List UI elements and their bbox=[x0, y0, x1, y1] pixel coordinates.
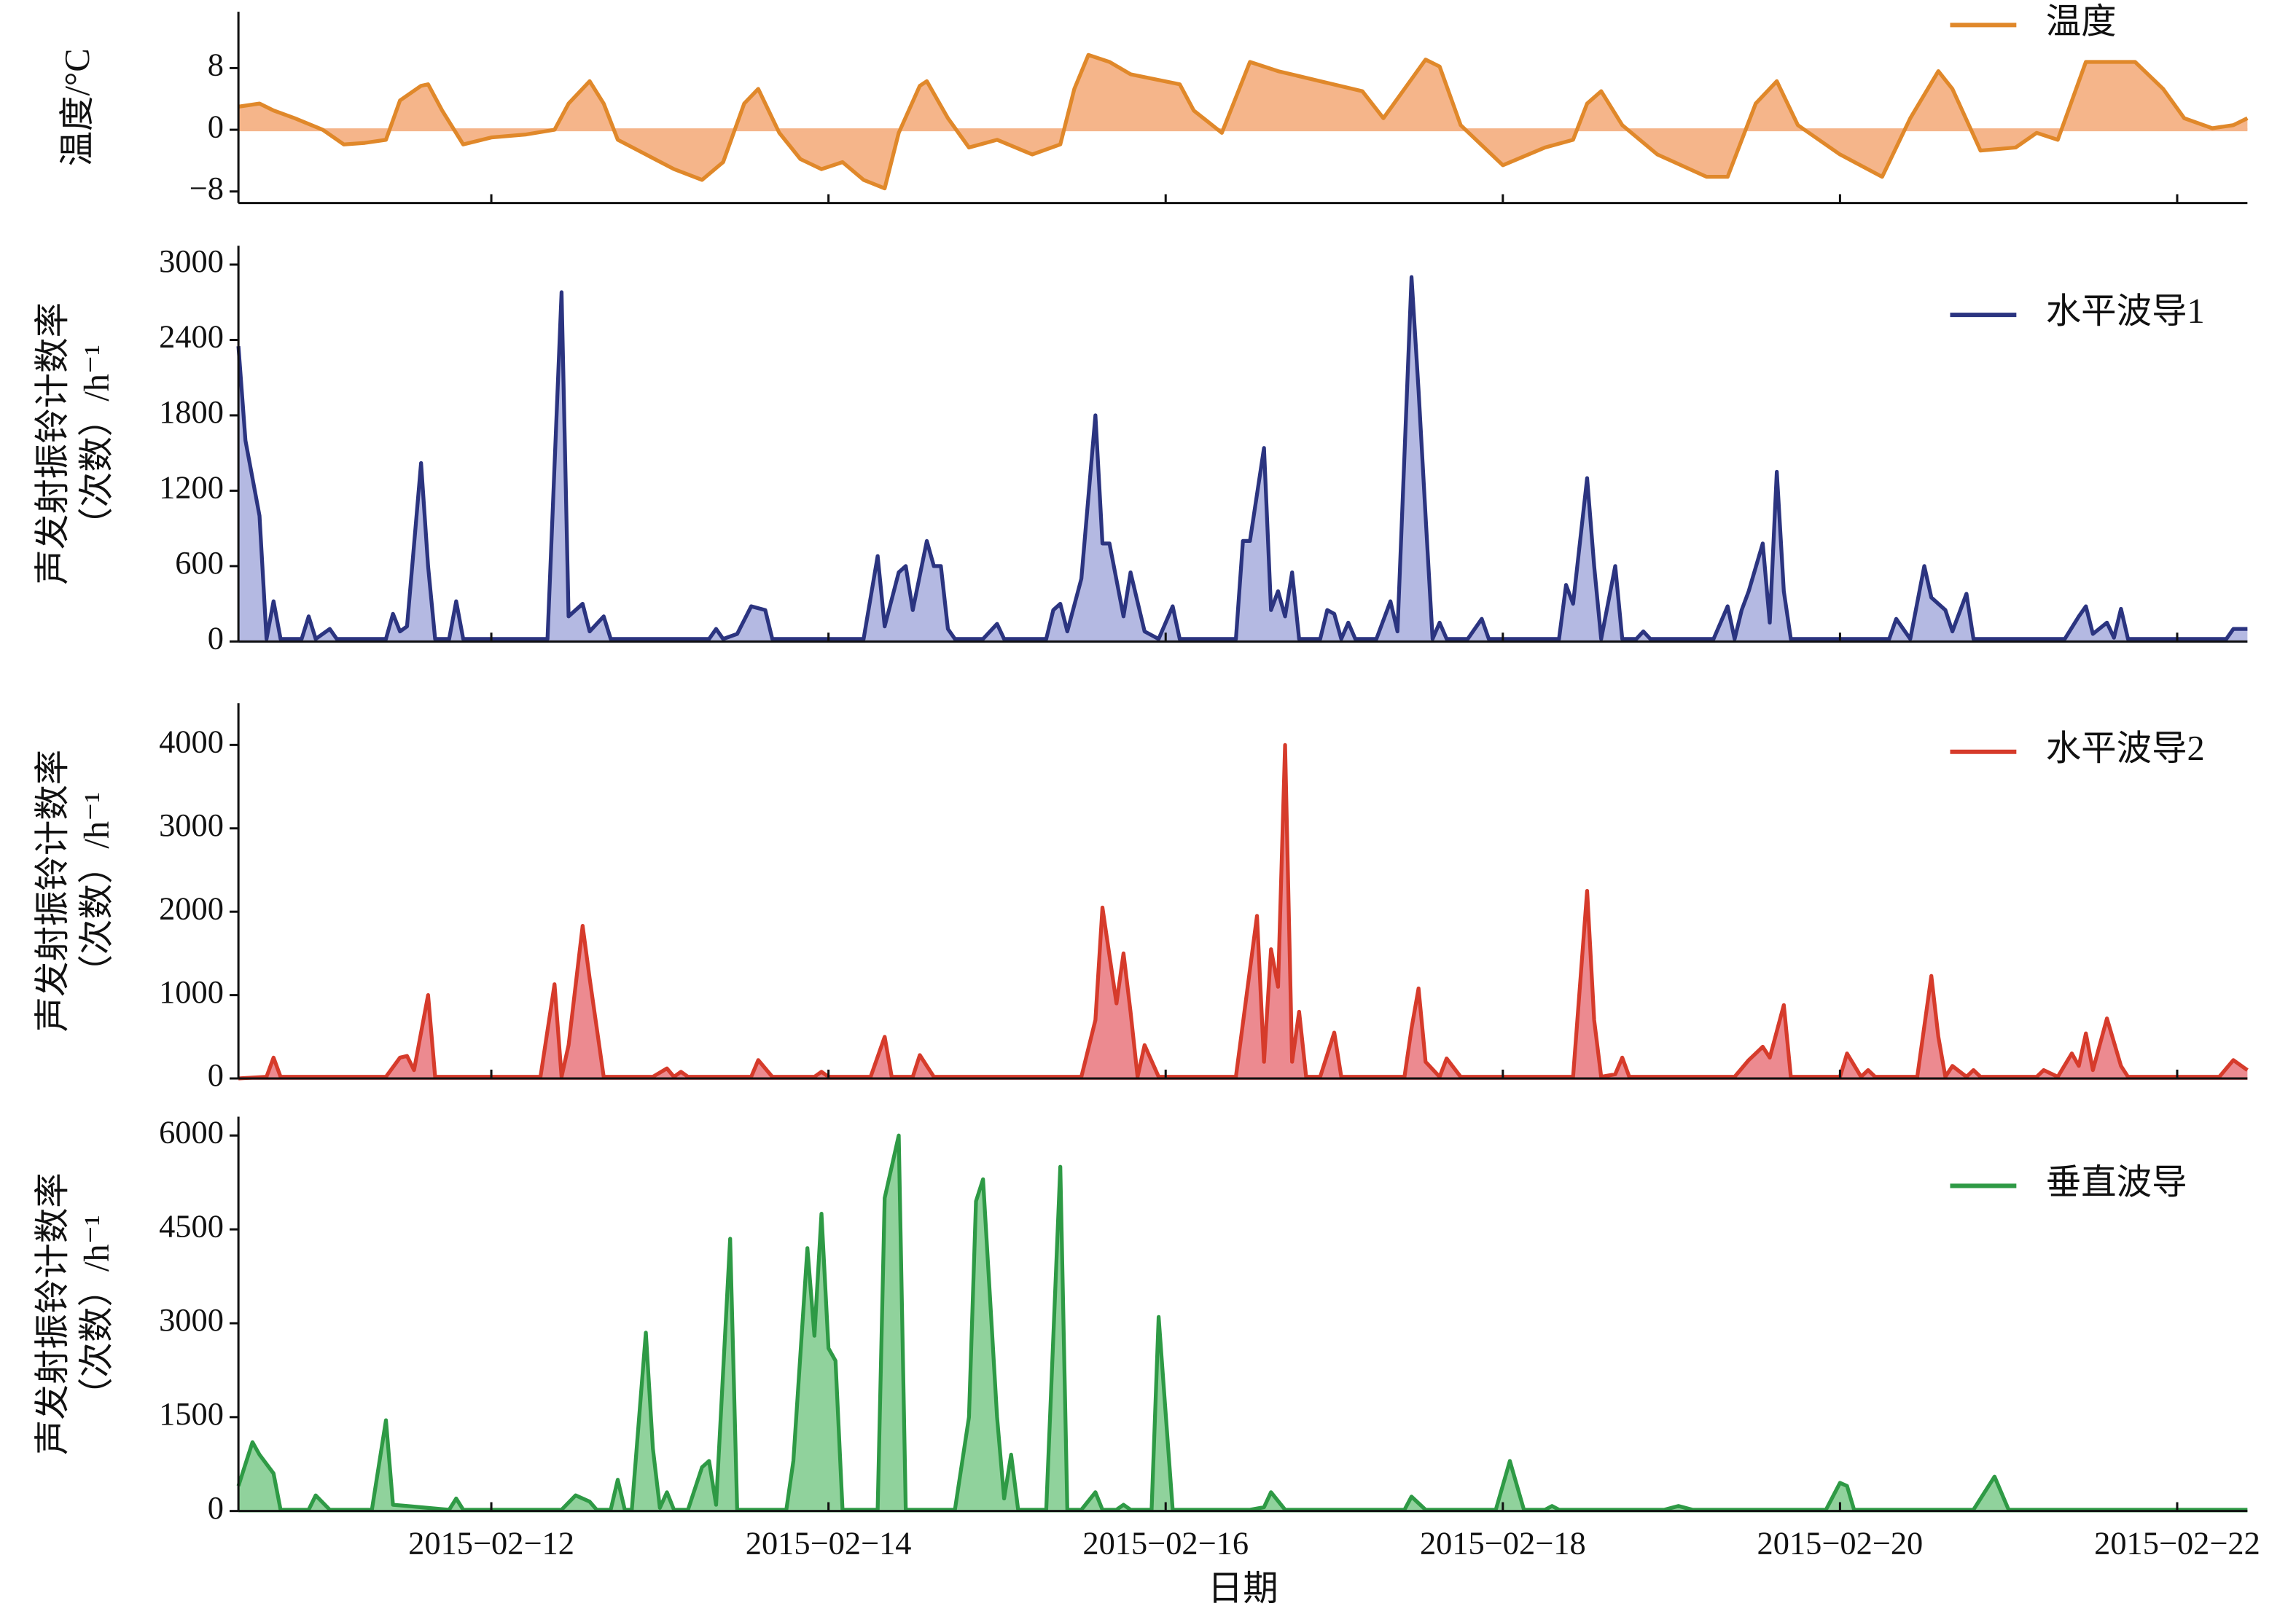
area-fill bbox=[238, 1135, 2248, 1511]
legend-label: 水平波导1 bbox=[2046, 292, 2205, 331]
y-tick-label: 3000 bbox=[159, 243, 224, 279]
y-tick-label: 2000 bbox=[159, 890, 224, 926]
y-tick-label: 600 bbox=[175, 544, 224, 581]
y-axis-label: （次数）/h⁻¹ bbox=[77, 345, 116, 543]
y-tick-label: 1200 bbox=[159, 469, 224, 506]
x-tick-label: 2015−02−22 bbox=[2094, 1524, 2260, 1561]
series-line bbox=[236, 1133, 2248, 1512]
x-tick-label: 2015−02−20 bbox=[1757, 1524, 1924, 1561]
y-tick-label: 0 bbox=[208, 620, 224, 657]
y-tick-label: 0 bbox=[208, 108, 224, 144]
y-tick-label: 6000 bbox=[159, 1113, 224, 1150]
y-tick-label: 2400 bbox=[159, 318, 224, 355]
y-axis-label: 声发射振铃计数率 bbox=[34, 750, 72, 1033]
legend-label: 垂直波导 bbox=[2046, 1164, 2187, 1202]
x-tick-label: 2015−02−12 bbox=[408, 1524, 574, 1561]
y-axis-label: 温度/°C bbox=[58, 48, 97, 166]
y-tick-label: 4500 bbox=[159, 1207, 224, 1244]
y-tick-label: 4000 bbox=[159, 724, 224, 760]
y-tick-label: 0 bbox=[208, 1057, 224, 1093]
x-tick-label: 2015−02−16 bbox=[1082, 1524, 1249, 1561]
y-axis-label: 声发射振铃计数率 bbox=[34, 302, 72, 585]
y-tick-label: 3000 bbox=[159, 807, 224, 843]
y-tick-label: −8 bbox=[190, 170, 224, 206]
area-fill bbox=[238, 277, 2248, 642]
y-tick-label: 1000 bbox=[159, 974, 224, 1010]
y-axis-label: （次数）/h⁻¹ bbox=[77, 1215, 116, 1413]
y-tick-label: 3000 bbox=[159, 1301, 224, 1338]
y-tick-label: 8 bbox=[208, 47, 224, 83]
x-tick-label: 2015−02−14 bbox=[746, 1524, 912, 1561]
legend-label: 温度 bbox=[2046, 2, 2117, 41]
series-line bbox=[238, 743, 2249, 1081]
y-tick-label: 1500 bbox=[159, 1395, 224, 1432]
area-fill bbox=[238, 55, 2248, 189]
y-axis-label: 声发射振铃计数率 bbox=[34, 1172, 72, 1455]
legend-label: 水平波导2 bbox=[2046, 729, 2205, 768]
y-tick-label: 0 bbox=[208, 1489, 224, 1526]
series-line bbox=[238, 52, 2249, 191]
x-tick-label: 2015−02−18 bbox=[1420, 1524, 1586, 1561]
series-line bbox=[236, 275, 2248, 641]
x-axis-label: 日期 bbox=[1208, 1570, 1278, 1608]
y-tick-label: 1800 bbox=[159, 393, 224, 430]
y-axis-label: （次数）/h⁻¹ bbox=[77, 792, 116, 990]
